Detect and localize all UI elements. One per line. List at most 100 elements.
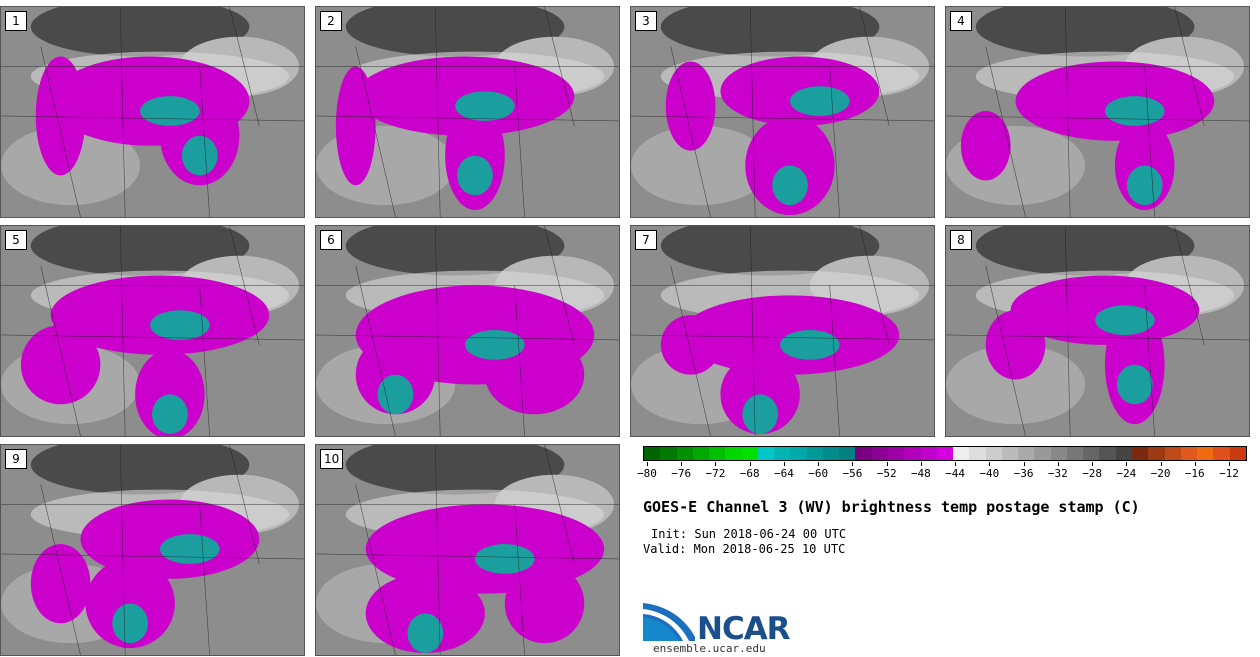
colorbar-tick-label: −60 bbox=[808, 467, 829, 480]
member-label: 9 bbox=[5, 449, 27, 469]
colorbar-swatch bbox=[985, 447, 1002, 460]
boundary-line bbox=[355, 265, 396, 436]
boundary-line bbox=[316, 115, 619, 122]
map-image bbox=[946, 226, 1249, 436]
colorbar-tick bbox=[715, 462, 717, 466]
colorbar-tick bbox=[681, 462, 683, 466]
colorbar-tick-label: −32 bbox=[1047, 467, 1068, 480]
colorbar-swatch bbox=[676, 447, 693, 460]
colorbar-swatch bbox=[887, 447, 905, 460]
colorbar-swatch bbox=[822, 447, 840, 460]
cold-cloud-area bbox=[335, 66, 376, 186]
member-label: 5 bbox=[5, 230, 27, 250]
stamp-panel-10: 10 bbox=[315, 444, 620, 656]
ncar-logo-icon bbox=[643, 603, 695, 641]
init-time: Init: Sun 2018-06-24 00 UTC bbox=[651, 527, 847, 541]
boundary-line bbox=[434, 226, 441, 436]
colorbar-tick-label: −16 bbox=[1184, 467, 1205, 480]
cold-cloud-area bbox=[720, 354, 800, 435]
colorbar-swatch bbox=[660, 447, 677, 460]
colorbar-swatch bbox=[741, 447, 758, 460]
cold-cloud-area bbox=[20, 325, 101, 405]
cold-cloud-area bbox=[30, 544, 91, 624]
boundary-line bbox=[670, 265, 711, 436]
colorbar-swatch bbox=[725, 447, 742, 460]
boundary-line bbox=[1144, 285, 1155, 436]
colorbar-tick bbox=[1160, 462, 1162, 466]
boundary-line bbox=[631, 334, 934, 341]
colorbar bbox=[643, 446, 1247, 461]
dry-band bbox=[30, 445, 250, 495]
map-image bbox=[316, 7, 619, 217]
colorbar-tick-label: −68 bbox=[739, 467, 760, 480]
colorbar-tick-label: −76 bbox=[671, 467, 692, 480]
colorbar-swatch bbox=[1164, 447, 1181, 460]
colorbar-swatch bbox=[855, 447, 872, 460]
cold-cloud-area bbox=[660, 315, 721, 375]
boundary-line bbox=[40, 46, 81, 217]
site-url: ensemble.ucar.edu bbox=[653, 642, 766, 655]
cold-cloud-area bbox=[960, 111, 1011, 181]
boundary-line bbox=[631, 115, 934, 122]
boundary-line bbox=[40, 484, 81, 655]
boundary-line bbox=[355, 46, 396, 217]
boundary-line bbox=[316, 553, 619, 560]
boundary-line bbox=[829, 285, 840, 436]
stamp-panel-1: 1 bbox=[0, 6, 305, 218]
boundary-line bbox=[199, 504, 210, 655]
dry-band bbox=[345, 226, 565, 276]
dry-band bbox=[30, 226, 250, 276]
dry-band bbox=[345, 7, 565, 57]
boundary-line bbox=[40, 265, 81, 436]
colorbar-swatch bbox=[1229, 447, 1246, 460]
dry-band bbox=[975, 226, 1195, 276]
colorbar-tick-label: −12 bbox=[1219, 467, 1239, 480]
boundary-line bbox=[355, 484, 396, 655]
boundary-line bbox=[859, 226, 890, 345]
boundary-line bbox=[1, 115, 304, 122]
boundary-line bbox=[946, 334, 1249, 341]
boundary-line bbox=[316, 334, 619, 341]
colorbar-tick-label: −28 bbox=[1082, 467, 1102, 480]
map-image bbox=[946, 7, 1249, 217]
boundary-line bbox=[544, 445, 575, 564]
member-label: 10 bbox=[320, 449, 344, 469]
colorbar-swatch bbox=[920, 447, 937, 460]
boundary-line bbox=[1144, 66, 1155, 217]
colorbar-tick bbox=[1057, 462, 1059, 466]
colorbar-tick bbox=[920, 462, 922, 466]
colorbar-swatch bbox=[1115, 447, 1132, 460]
colorbar-tick-label: −56 bbox=[842, 467, 863, 480]
boundary-line bbox=[985, 265, 1026, 436]
colorbar-tick-label: −72 bbox=[705, 467, 726, 480]
boundary-line bbox=[514, 285, 525, 436]
stamp-panel-3: 3 bbox=[630, 6, 935, 218]
boundary-line bbox=[199, 66, 210, 217]
colorbar-tick-label: −48 bbox=[910, 467, 931, 480]
colorbar-swatch bbox=[904, 447, 921, 460]
colorbar-tick bbox=[1194, 462, 1196, 466]
boundary-line bbox=[749, 226, 756, 436]
dry-band bbox=[660, 226, 880, 276]
colorbar-swatch bbox=[839, 447, 856, 460]
stamp-panel-2: 2 bbox=[315, 6, 620, 218]
colorbar-swatch bbox=[936, 447, 954, 460]
boundary-line bbox=[514, 66, 525, 217]
colorbar-tick-label: −40 bbox=[979, 467, 1000, 480]
colorbar-tick bbox=[783, 462, 785, 466]
boundary-line bbox=[1174, 7, 1205, 126]
boundary-line bbox=[1, 553, 304, 560]
boundary-line bbox=[544, 226, 575, 345]
colorbar-tick bbox=[1229, 462, 1230, 466]
colorbar-tick-label: −64 bbox=[774, 467, 794, 480]
member-label: 1 bbox=[5, 11, 27, 31]
colorbar-swatch bbox=[1148, 447, 1165, 460]
colorbar-swatch bbox=[871, 447, 888, 460]
cold-cloud-area bbox=[504, 563, 585, 644]
colorbar-tick bbox=[1023, 462, 1025, 466]
colorbar-swatch bbox=[1066, 447, 1084, 460]
boundary-line bbox=[434, 445, 441, 655]
colorbar-swatch bbox=[1001, 447, 1019, 460]
colorbar-swatch bbox=[1197, 447, 1214, 460]
colorbar-tick bbox=[749, 462, 751, 466]
